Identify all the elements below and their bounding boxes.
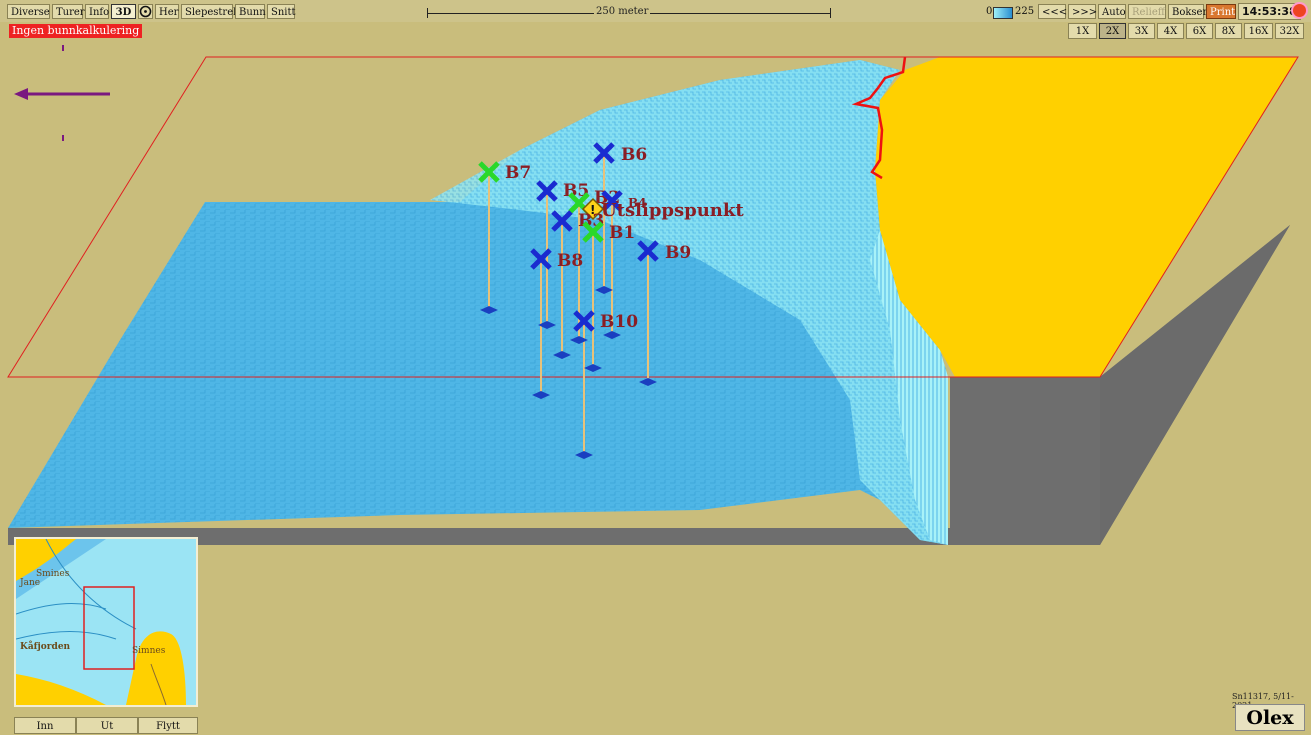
depth-gradient [993, 7, 1013, 19]
marker-label-b8: B8 [557, 251, 583, 271]
slepestrek-button[interactable]: Slepestrek [181, 4, 239, 19]
minimap-label-kafjorden: Kåfjorden [20, 642, 71, 652]
zoom-1x-button[interactable]: 1X [1068, 23, 1097, 39]
marker-b6[interactable]: B6 [593, 142, 647, 165]
info-button[interactable]: Info [85, 4, 109, 19]
zoom-3x-button[interactable]: 3X [1128, 23, 1155, 39]
print-button[interactable]: Print [1206, 4, 1236, 19]
relieff-button[interactable]: Relieff [1128, 4, 1166, 19]
zoom-2x-button[interactable]: 2X [1099, 23, 1126, 39]
scale-tick-right [830, 8, 831, 18]
zoom-32x-button[interactable]: 32X [1275, 23, 1304, 39]
clock: 14:53:38 [1238, 3, 1301, 20]
depth-min-label: 0 [986, 6, 993, 17]
area-outline [7, 56, 1299, 378]
zoom-4x-button[interactable]: 4X [1157, 23, 1184, 39]
scale-label: 250 meter [594, 6, 651, 17]
turer-button[interactable]: Turer [52, 4, 85, 19]
marker-label-b1: B1 [609, 223, 635, 243]
marker-b7[interactable]: B7 [478, 161, 531, 183]
minimap-label-jane: Jane [20, 578, 41, 588]
svg-text:!: ! [590, 203, 595, 217]
marker-utslippspunkt[interactable]: ! Utslippspunkt [581, 197, 744, 221]
minimap-zoom-in-button[interactable]: Inn [14, 717, 76, 734]
slope-area [430, 60, 948, 545]
snitt-button[interactable]: Snitt [267, 4, 296, 19]
overview-minimap[interactable]: Smines Jane Kåfjorden Simnes [14, 537, 198, 707]
minimap-label-simnes: Simnes [132, 646, 166, 656]
marker-label-b4: B4 [628, 196, 647, 210]
coastline [851, 56, 907, 180]
land-area [875, 57, 1298, 377]
marker-label-b9: B9 [665, 243, 691, 263]
next-button[interactable]: >>> [1068, 4, 1097, 19]
coastal-cliff [870, 230, 948, 545]
marker-label-utslippspunkt: Utslippspunkt [601, 200, 744, 221]
scale-tick-left [427, 8, 428, 18]
marker-label-b10: B10 [600, 312, 638, 332]
her-button[interactable]: Her [155, 4, 179, 19]
olex-logo: Olex [1235, 704, 1305, 731]
prev-button[interactable]: <<< [1038, 4, 1067, 19]
bokser-button[interactable]: Bokser [1168, 4, 1207, 19]
warning-badge: Ingen bunnkalkulering [9, 24, 143, 38]
marker-b8[interactable]: B8 [530, 248, 583, 271]
minimap-label-smines: Smines [36, 569, 70, 579]
terrain-shadow-wedge [1100, 225, 1290, 545]
seabed-projections [480, 286, 657, 459]
gps-status-icon[interactable] [1293, 4, 1306, 17]
compass-icon[interactable] [138, 4, 153, 19]
auto-button[interactable]: Auto [1098, 4, 1126, 19]
direction-arrow-icon [14, 45, 110, 141]
marker-b9[interactable]: B9 [637, 240, 691, 263]
zoom-8x-button[interactable]: 8X [1215, 23, 1242, 39]
minimap-move-button[interactable]: Flytt [138, 717, 198, 734]
bunn-button[interactable]: Bunn [235, 4, 266, 19]
minimap-map [16, 539, 196, 705]
minimap-zoom-out-button[interactable]: Ut [76, 717, 138, 734]
terrain-shadow-bottom [8, 528, 950, 545]
marker-b1[interactable]: B1 [582, 221, 635, 243]
diverse-button[interactable]: Diverse [7, 4, 50, 19]
depth-max-label: 225 [1015, 6, 1035, 17]
marker-b4[interactable]: B4 [601, 190, 647, 212]
marker-label-b6: B6 [621, 145, 647, 165]
zoom-16x-button[interactable]: 16X [1244, 23, 1273, 39]
toolbar: Diverse Turer Info 3D Her Slepestrek Bun… [0, 0, 1311, 22]
marker-label-b7: B7 [505, 163, 531, 183]
3d-button[interactable]: 3D [111, 4, 136, 19]
zoom-6x-button[interactable]: 6X [1186, 23, 1213, 39]
marker-b10[interactable]: B10 [573, 310, 638, 332]
